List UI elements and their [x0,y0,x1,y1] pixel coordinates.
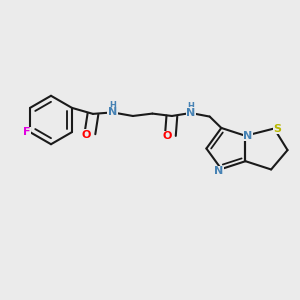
Text: F: F [23,127,31,137]
Text: H: H [109,101,116,110]
Text: N: N [186,108,195,118]
Text: N: N [243,131,253,141]
Text: S: S [273,124,281,134]
Text: O: O [82,130,91,140]
Text: H: H [187,102,194,111]
Text: N: N [108,107,117,117]
Text: O: O [162,131,172,141]
Text: N: N [214,167,224,176]
